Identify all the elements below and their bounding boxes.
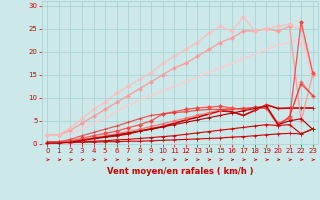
X-axis label: Vent moyen/en rafales ( km/h ): Vent moyen/en rafales ( km/h ): [107, 167, 253, 176]
